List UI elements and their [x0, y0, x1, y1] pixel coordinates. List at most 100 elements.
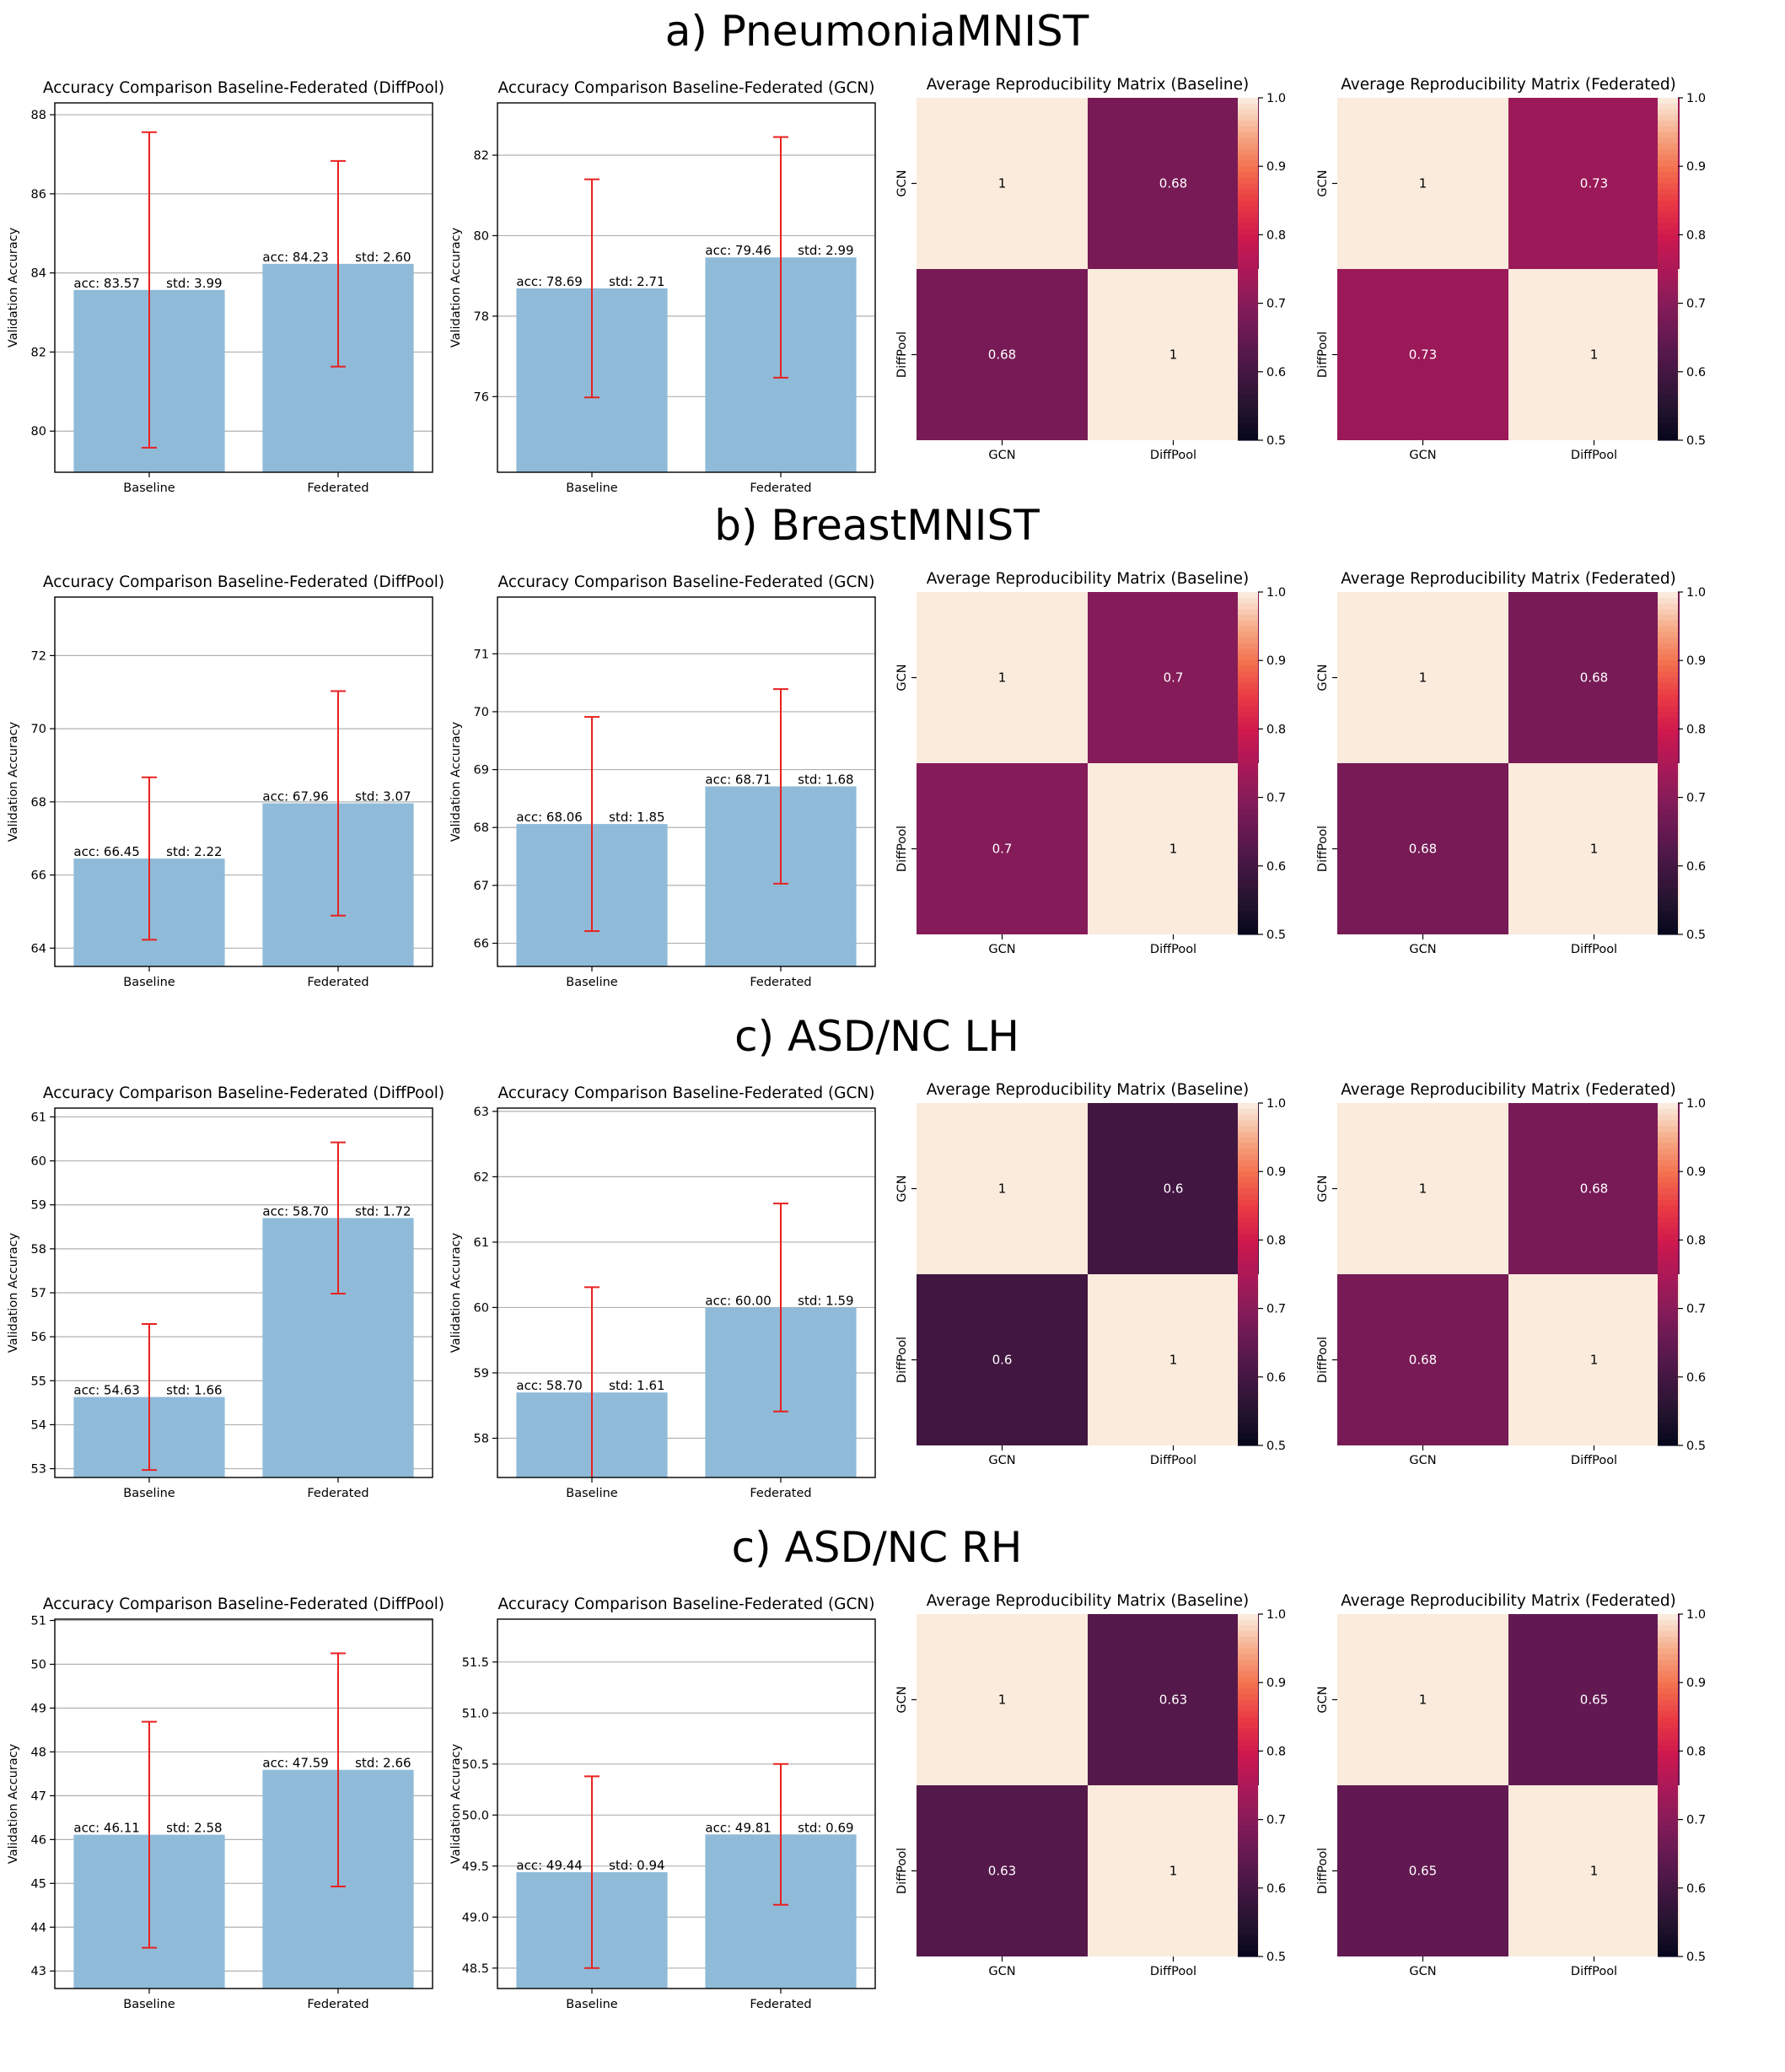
colorbar-segment [1658, 1945, 1678, 1951]
chart-title: Accuracy Comparison Baseline-Federated (… [498, 1084, 875, 1102]
colorbar-segment [1238, 1796, 1258, 1803]
colorbar-segment [1658, 768, 1678, 776]
colorbar-segment [1238, 417, 1258, 424]
heatmap-cell [1508, 1785, 1680, 1956]
colorbar-segment [1238, 1365, 1258, 1372]
colorbar-segment [1658, 803, 1678, 810]
colorbar-segment [1238, 1899, 1258, 1906]
col-label: DiffPool [1571, 449, 1617, 462]
colorbar-segment [1238, 1910, 1258, 1918]
colorbar-segment [1658, 434, 1678, 441]
cell-label: 1 [1169, 842, 1178, 857]
colorbar-tick-label: 0.6 [1686, 366, 1706, 379]
colorbar-segment [1658, 406, 1678, 412]
colorbar-segment [1238, 1257, 1258, 1264]
colorbar-segment [1658, 671, 1678, 679]
colorbar-segment [1658, 797, 1678, 804]
colorbar-tick-label: 0.8 [1686, 723, 1706, 736]
cell-label: 1 [1169, 1864, 1178, 1879]
colorbar-segment [1238, 366, 1258, 373]
colorbar-segment [1238, 1665, 1258, 1672]
heatmap-cell [1337, 1103, 1508, 1274]
y-tick-label: 44 [31, 1921, 46, 1935]
std-label: std: 3.99 [166, 276, 222, 291]
colorbar-segment [1658, 723, 1678, 729]
colorbar-segment [1238, 735, 1258, 741]
colorbar-segment [1658, 1297, 1678, 1304]
colorbar-segment [1238, 212, 1258, 218]
colorbar-segment [1238, 1882, 1258, 1889]
colorbar-segment [1238, 609, 1258, 616]
chart-title: Average Reproducibility Matrix (Federate… [1341, 570, 1676, 588]
colorbar-segment [1658, 1143, 1678, 1149]
colorbar-segment [1658, 854, 1678, 861]
row-label: GCN [895, 1686, 909, 1713]
colorbar-segment [1238, 166, 1258, 173]
x-tick-label: Baseline [123, 482, 175, 495]
y-tick-label: 53 [31, 1463, 46, 1477]
acc-label: acc: 68.71 [705, 772, 771, 787]
x-tick-label: Federated [750, 976, 811, 989]
colorbar-segment [1238, 1625, 1258, 1632]
colorbar-segment [1238, 694, 1258, 702]
axes-frame [497, 102, 876, 473]
colorbar-segment [1238, 1399, 1258, 1407]
y-tick-label: 48.5 [462, 1962, 489, 1976]
col-label: GCN [988, 1965, 1015, 1978]
colorbar-segment [1238, 1343, 1258, 1349]
y-tick-label: 51.5 [462, 1656, 489, 1670]
y-tick-label: 57 [31, 1287, 46, 1300]
colorbar-segment [1238, 315, 1258, 321]
colorbar-segment [1238, 1671, 1258, 1678]
colorbar-tick-label: 0.5 [1686, 434, 1706, 448]
cell-label: 0.68 [1409, 842, 1437, 857]
colorbar-segment [1658, 1343, 1678, 1349]
colorbar-segment [1238, 1325, 1258, 1332]
colorbar-segment [1238, 251, 1258, 259]
colorbar-segment [1238, 620, 1258, 627]
heatmap-cell [917, 1274, 1088, 1445]
colorbar-segment [1238, 189, 1258, 196]
y-tick-label: 70 [474, 706, 489, 719]
col-label: GCN [988, 943, 1015, 956]
colorbar-segment [1658, 1194, 1678, 1201]
colorbar-segment [1238, 1131, 1258, 1138]
axes-frame [54, 1107, 433, 1478]
colorbar-segment [1238, 1945, 1258, 1951]
colorbar-segment [1238, 229, 1258, 235]
colorbar-segment [1238, 649, 1258, 656]
colorbar-segment [1658, 1642, 1678, 1650]
chart-title: Average Reproducibility Matrix (Baseline… [927, 1081, 1250, 1099]
cell-label: 1 [1169, 347, 1178, 363]
acc-label: acc: 60.00 [705, 1293, 771, 1308]
y-tick-label: 69 [474, 764, 489, 778]
heatmap-cell [1508, 1103, 1680, 1274]
acc-label: acc: 58.70 [516, 1378, 582, 1393]
cell-label: 1 [1590, 842, 1599, 857]
colorbar-segment [1658, 1842, 1678, 1849]
colorbar-segment [1238, 1745, 1258, 1752]
colorbar-segment [1238, 257, 1258, 264]
colorbar-segment [1658, 366, 1678, 373]
colorbar-segment [1658, 1388, 1678, 1395]
y-tick-label: 47 [31, 1789, 46, 1803]
colorbar-segment [1238, 1699, 1258, 1706]
colorbar-tick-label: 0.7 [1686, 298, 1706, 311]
y-axis-label: Validation Accuracy [7, 1232, 20, 1353]
colorbar-segment [1238, 1291, 1258, 1298]
colorbar-segment [1658, 809, 1678, 815]
colorbar-tick-label: 1.0 [1266, 1097, 1286, 1111]
colorbar-segment [1658, 154, 1678, 162]
colorbar-segment [1658, 212, 1678, 218]
colorbar-segment [1238, 842, 1258, 850]
colorbar-segment [1238, 1274, 1258, 1281]
row-label: DiffPool [895, 1848, 909, 1894]
colorbar-segment [1658, 1854, 1678, 1860]
heatmap-cell [1088, 98, 1259, 269]
cell-label: 0.73 [1409, 347, 1437, 363]
colorbar-tick-label: 0.5 [1266, 1440, 1286, 1453]
colorbar-segment [1658, 1762, 1678, 1769]
colorbar-segment [1658, 1405, 1678, 1412]
colorbar-segment [1238, 1182, 1258, 1190]
colorbar-segment [1658, 1631, 1678, 1638]
